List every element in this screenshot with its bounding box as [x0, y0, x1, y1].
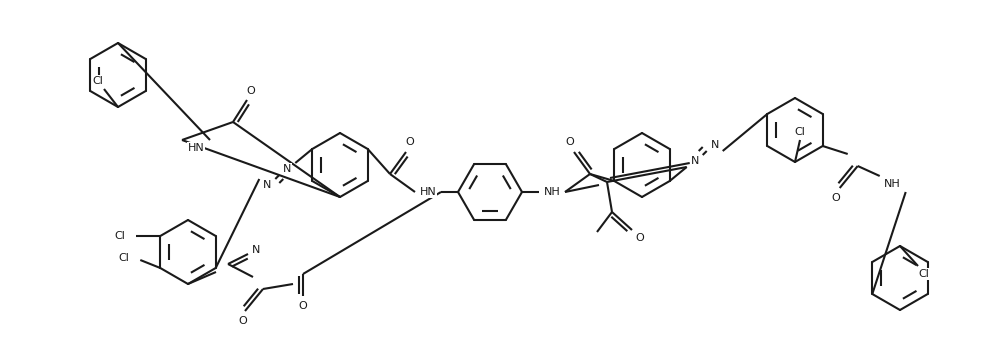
Text: NH: NH — [543, 187, 560, 197]
Text: N: N — [691, 156, 699, 166]
Text: HN: HN — [419, 187, 436, 197]
Text: N: N — [710, 140, 719, 150]
Text: N: N — [252, 245, 260, 255]
Text: O: O — [566, 137, 575, 147]
Text: Cl: Cl — [794, 127, 806, 137]
Text: N: N — [283, 164, 291, 174]
Text: Cl: Cl — [92, 76, 103, 86]
Text: O: O — [247, 86, 256, 96]
Text: O: O — [298, 301, 307, 311]
Text: Cl: Cl — [119, 253, 130, 263]
Text: O: O — [239, 316, 247, 326]
Text: O: O — [405, 137, 414, 147]
Text: Cl: Cl — [115, 231, 126, 241]
Text: O: O — [636, 233, 645, 243]
Text: NH: NH — [885, 179, 901, 189]
Text: N: N — [263, 180, 272, 190]
Text: O: O — [831, 193, 840, 203]
Text: HN: HN — [188, 143, 205, 153]
Text: Cl: Cl — [918, 269, 930, 279]
